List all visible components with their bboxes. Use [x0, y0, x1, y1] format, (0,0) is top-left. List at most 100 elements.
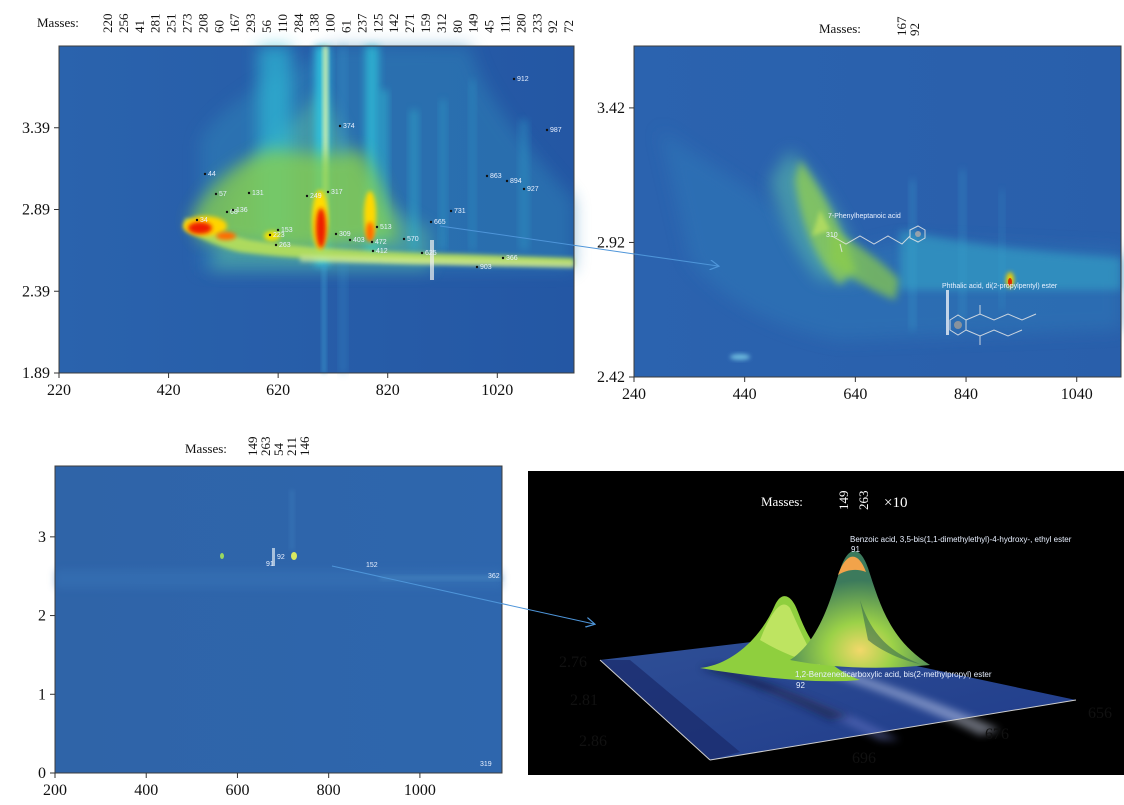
panel-1-mass-value: 284: [291, 13, 306, 33]
peak-label-310: 310: [826, 232, 838, 239]
panel-4-xtick-label: 696: [852, 750, 876, 767]
panel-3-xtick-label: 200: [43, 782, 67, 799]
panel-1-mass-value: 92: [545, 20, 560, 33]
panel-3-ytick-label: 0: [38, 765, 46, 782]
panel-1-mass-value: 281: [148, 14, 163, 34]
panel-3-xtick-label: 400: [134, 782, 158, 799]
panel-2-ytick-label: 2.92: [597, 234, 625, 251]
panel-1-mass-value: 45: [482, 20, 497, 33]
panel-1-peak-dot: [348, 238, 352, 242]
panel-1-mass-value: 110: [275, 14, 290, 33]
panel-1-peak-label: 263: [279, 242, 291, 249]
panel-1-peak-dot: [475, 265, 479, 269]
panel-1-peak-label: 731: [454, 208, 466, 215]
panel-1-peak-dot: [225, 210, 229, 214]
panel-4-xtick-label: 676: [985, 726, 1009, 743]
panel-2-ytick-label: 2.42: [597, 369, 625, 386]
panel-1-peak-dot: [338, 124, 342, 128]
panel-3-xtick-label: 600: [225, 782, 249, 799]
panel-1-mass-value: 237: [354, 13, 369, 33]
panel-1-peak-dot: [203, 172, 207, 176]
panel-1-peak-dot: [214, 192, 218, 196]
panel-1-mass-value: 273: [180, 14, 195, 34]
panel-4-scale-label: ×10: [884, 495, 907, 511]
panel-3-masses-label: Masses:: [185, 441, 227, 456]
panel-1-peak-dot: [485, 174, 489, 178]
panel-1-xtick-label: 820: [376, 382, 400, 399]
panel-1-peak-label: 903: [480, 264, 492, 271]
panel-2-mass-value: 92: [907, 23, 922, 36]
panel-1-peak-dot: [195, 218, 199, 222]
panel-1-mass-value: 208: [195, 14, 210, 34]
panel-3-xtick-label: 1000: [404, 782, 436, 799]
panel-1-peak-dot: [375, 225, 379, 229]
panel-1-peak-dot: [545, 128, 549, 132]
panel-2-heat: [660, 130, 1121, 360]
panel-4-labels: Benzoic acid, 3,5-bis(1,1-dimethylethyl)…: [795, 535, 1072, 690]
panel-4-ytick-label: 2.81: [570, 692, 598, 709]
panel-1-axes: 220 420 620 820 1020 1.89 2.39 2.89 3.39: [22, 120, 513, 399]
panel-1-ytick-label: 1.89: [22, 365, 50, 382]
panel-3-ytick-label: 2: [38, 608, 46, 625]
panel-1-peak-dot: [334, 232, 338, 236]
panel-2-xtick-label: 240: [622, 386, 646, 403]
panel-1-mass-value: 220: [100, 14, 115, 34]
panel-1-peak-label: 987: [550, 127, 562, 134]
panel-1-peak-label: 57: [219, 191, 227, 198]
panel-3-peak-label: 319: [480, 761, 492, 768]
panel-1-peak-label: 863: [490, 173, 502, 180]
panel-1-peak-dot: [371, 249, 375, 253]
panel-1-xtick-label: 1020: [481, 382, 513, 399]
panel-2-xtick-label: 840: [954, 386, 978, 403]
panel-1-mass-value: 159: [418, 14, 433, 34]
panel-1-peak-label: 374: [343, 123, 355, 130]
panel-1-peak-dot: [512, 77, 516, 81]
arrow-top: [439, 225, 718, 266]
panel-1-peak-label: 894: [510, 178, 522, 185]
arrow-bottom: [331, 565, 594, 624]
panel-3-axes: 200 400 600 800 1000 0 1 2 3: [38, 529, 436, 799]
panel-1-mass-value: 72: [561, 20, 576, 33]
panel-4-xtick-label: 656: [1088, 705, 1112, 722]
panel-3-mass-value: 146: [297, 436, 312, 456]
panel-3-peak-label: 92: [277, 554, 285, 561]
panel-4-surface: [599, 550, 1077, 761]
panel-1-peak-dot: [247, 191, 251, 195]
panel-1-peak-label: 153: [281, 227, 293, 234]
panel-2-mass-value: 167: [894, 16, 909, 36]
panel-1-peak-label: 472: [375, 239, 387, 246]
panel-1-ytick-label: 2.39: [22, 283, 50, 300]
panel-1-mass-value: 56: [259, 20, 274, 34]
molecule-structure-1: [831, 225, 926, 253]
panel-1-ytick-label: 2.89: [22, 202, 50, 219]
panel-1-mass-value: 233: [529, 14, 544, 34]
panel-3-peak-label: 152: [366, 562, 378, 569]
panel-1-peak-dot: [429, 220, 433, 224]
panel-1-ytick-label: 3.39: [22, 120, 50, 137]
panel-1-mass-value: 256: [116, 13, 131, 33]
panel-1-mass-value: 80: [450, 20, 465, 33]
panel-1-peak-label: 136: [236, 207, 248, 214]
panel-1-mass-value: 149: [466, 14, 481, 34]
panel-1-peak-dot: [268, 233, 272, 237]
peak-label-92: 92: [796, 681, 805, 690]
panel-4-masses: 149 263: [836, 491, 871, 511]
panel-1-peak-label: 68: [230, 209, 238, 216]
panel-1-peak-label: 309: [339, 231, 351, 238]
panel-1-mass-value: 251: [164, 14, 179, 34]
panel-3-heat: [55, 490, 502, 588]
panel-3-xtick-label: 800: [317, 782, 341, 799]
panel-3-ytick-label: 3: [38, 529, 46, 546]
panel-3-ytick-label: 1: [38, 686, 46, 703]
panel-2-masses-label: Masses:: [819, 21, 861, 36]
panel-1-peak-dot: [305, 194, 309, 198]
panel-1-peak-label: 625: [425, 250, 437, 257]
panel-1-mass-value: 142: [386, 14, 401, 34]
panel-1-peak-label: 665: [434, 219, 446, 226]
panel-2-ytick-label: 3.42: [597, 100, 625, 117]
panel-1-peak-dot: [402, 237, 406, 241]
panel-3-frame: [54, 465, 503, 774]
panel-1-mass-value: 100: [323, 14, 338, 34]
